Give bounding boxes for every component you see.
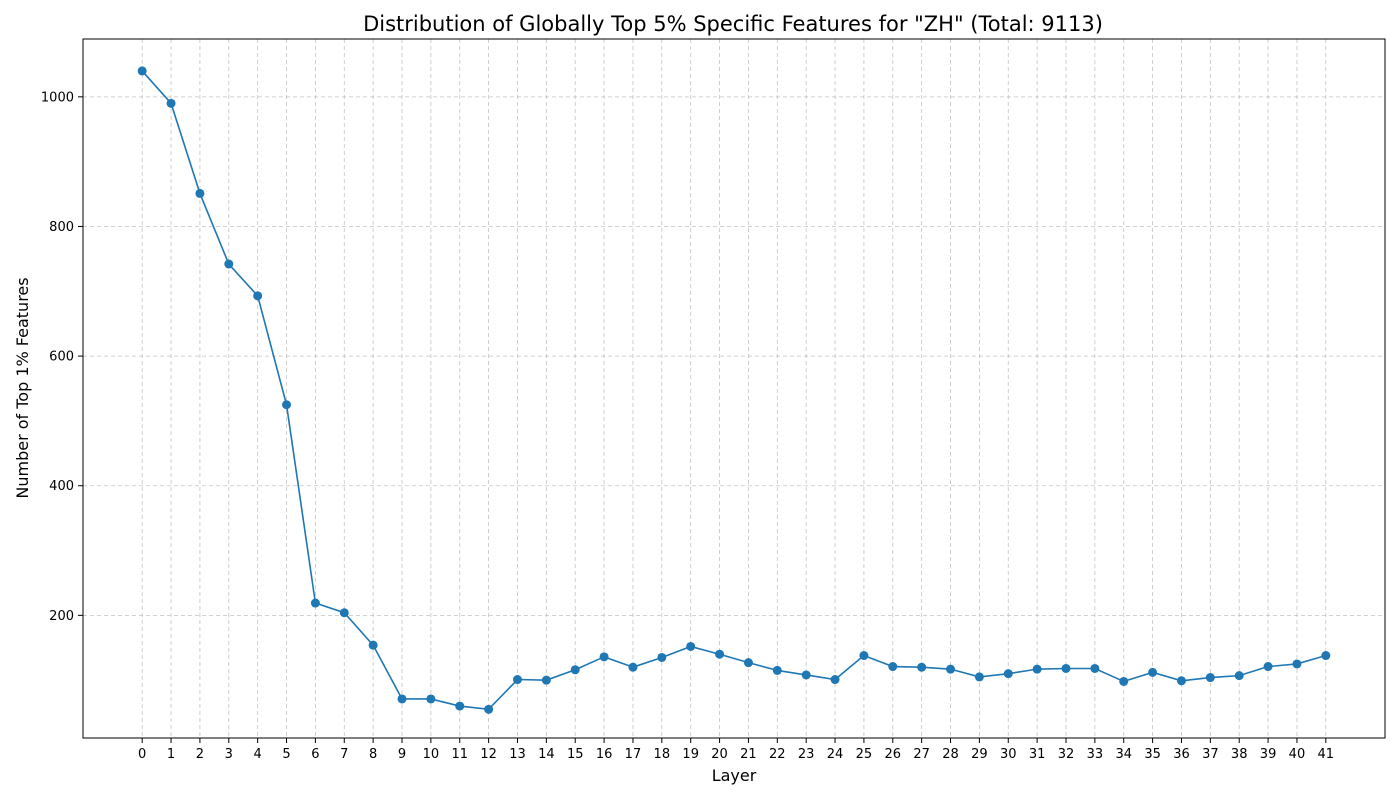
x-tick-label: 37 (1202, 747, 1219, 762)
x-tick-label: 12 (480, 747, 497, 762)
x-tick-label: 29 (971, 747, 988, 762)
y-tick-label: 400 (49, 479, 74, 494)
x-tick-label: 6 (311, 747, 319, 762)
data-point-layer-10 (426, 694, 436, 704)
x-tick-label: 34 (1115, 747, 1132, 762)
data-points (137, 66, 1331, 714)
x-tick-label: 10 (423, 747, 440, 762)
data-point-layer-34 (1119, 676, 1129, 686)
data-point-layer-9 (397, 694, 407, 704)
data-point-layer-26 (888, 662, 898, 672)
x-tick-label: 27 (913, 747, 930, 762)
data-point-layer-33 (1090, 663, 1100, 673)
data-point-layer-5 (282, 400, 292, 410)
data-point-layer-24 (830, 675, 840, 685)
x-tick-label: 9 (398, 747, 406, 762)
data-point-layer-40 (1292, 659, 1302, 669)
grid-lines (83, 39, 1385, 738)
series-line (141, 70, 1327, 711)
x-tick-label: 28 (942, 747, 959, 762)
y-axis-label: Number of Top 1% Features (13, 277, 32, 498)
x-tick-label: 39 (1260, 747, 1277, 762)
data-point-layer-1 (166, 98, 176, 108)
data-point-layer-16 (599, 652, 609, 662)
x-tick-label: 7 (340, 747, 348, 762)
data-point-layer-28 (946, 664, 956, 674)
data-point-layer-39 (1263, 662, 1273, 672)
data-point-layer-20 (715, 649, 725, 659)
data-point-layer-4 (253, 291, 263, 301)
x-tick-label: 0 (138, 747, 146, 762)
x-tick-label: 31 (1029, 747, 1046, 762)
x-tick-label: 33 (1087, 747, 1104, 762)
data-point-layer-3 (224, 259, 234, 269)
data-point-layer-36 (1176, 676, 1186, 686)
data-point-layer-25 (859, 651, 869, 661)
x-tick-label: 2 (196, 747, 204, 762)
data-point-layer-19 (686, 641, 696, 651)
y-tick-label: 800 (49, 220, 74, 235)
data-point-layer-15 (570, 665, 580, 675)
data-point-layer-32 (1061, 663, 1071, 673)
x-tick-label: 26 (885, 747, 902, 762)
data-point-layer-2 (195, 188, 205, 198)
data-point-layer-41 (1321, 651, 1331, 661)
data-point-layer-21 (743, 658, 753, 668)
data-point-layer-37 (1205, 673, 1215, 683)
data-point-layer-12 (484, 704, 494, 714)
y-tick-label: 200 (49, 609, 74, 624)
x-tick-label: 40 (1289, 747, 1306, 762)
chart-title: Distribution of Globally Top 5% Specific… (363, 12, 1103, 36)
x-tick-label: 15 (567, 747, 584, 762)
x-tick-label: 20 (711, 747, 728, 762)
x-tick-label: 35 (1144, 747, 1161, 762)
x-tick-label: 38 (1231, 747, 1248, 762)
data-point-layer-17 (628, 662, 638, 672)
x-tick-label: 36 (1173, 747, 1190, 762)
data-point-layer-8 (368, 640, 378, 650)
x-tick-label: 14 (538, 747, 555, 762)
data-point-layer-23 (801, 670, 811, 680)
data-point-layer-29 (974, 672, 984, 682)
x-tick-label: 30 (1000, 747, 1017, 762)
x-tick-label: 11 (451, 747, 468, 762)
x-tick-label: 24 (827, 747, 844, 762)
x-tick-label: 17 (625, 747, 642, 762)
data-point-layer-30 (1003, 669, 1013, 679)
data-point-layer-6 (310, 598, 320, 608)
x-tick-label: 32 (1058, 747, 1075, 762)
data-point-layer-13 (512, 675, 522, 685)
x-tick-label: 21 (740, 747, 757, 762)
x-tick-label: 3 (225, 747, 233, 762)
x-tick-label: 8 (369, 747, 377, 762)
x-tick-label: 23 (798, 747, 815, 762)
data-point-layer-38 (1234, 671, 1244, 681)
data-point-layer-14 (541, 675, 551, 685)
x-tick-label: 22 (769, 747, 786, 762)
data-point-layer-7 (339, 608, 349, 618)
x-tick-label: 18 (654, 747, 671, 762)
x-tick-label: 25 (856, 747, 873, 762)
x-tick-label: 4 (254, 747, 262, 762)
plot-frame (82, 38, 1386, 739)
data-point-layer-11 (455, 701, 465, 711)
x-tick-label: 1 (167, 747, 175, 762)
axes: 0 1 2 3 4 5 6 7 8 9 10 11 12 13 14 15 16 17 18 19 20 21 22 23 24… (41, 90, 1334, 762)
x-tick-label: 16 (596, 747, 613, 762)
x-tick-label: 19 (682, 747, 699, 762)
y-tick-label: 600 (49, 350, 74, 365)
data-point-layer-18 (657, 652, 667, 662)
x-axis-label: Layer (712, 766, 757, 785)
data-point-layer-0 (137, 66, 147, 76)
x-tick-label: 5 (282, 747, 290, 762)
data-point-layer-27 (917, 662, 927, 672)
data-point-layer-22 (772, 665, 782, 675)
x-tick-label: 41 (1318, 747, 1335, 762)
y-tick-label: 1000 (41, 90, 74, 105)
x-tick-label: 13 (509, 747, 526, 762)
data-point-layer-31 (1032, 664, 1042, 674)
data-point-layer-35 (1148, 667, 1158, 677)
